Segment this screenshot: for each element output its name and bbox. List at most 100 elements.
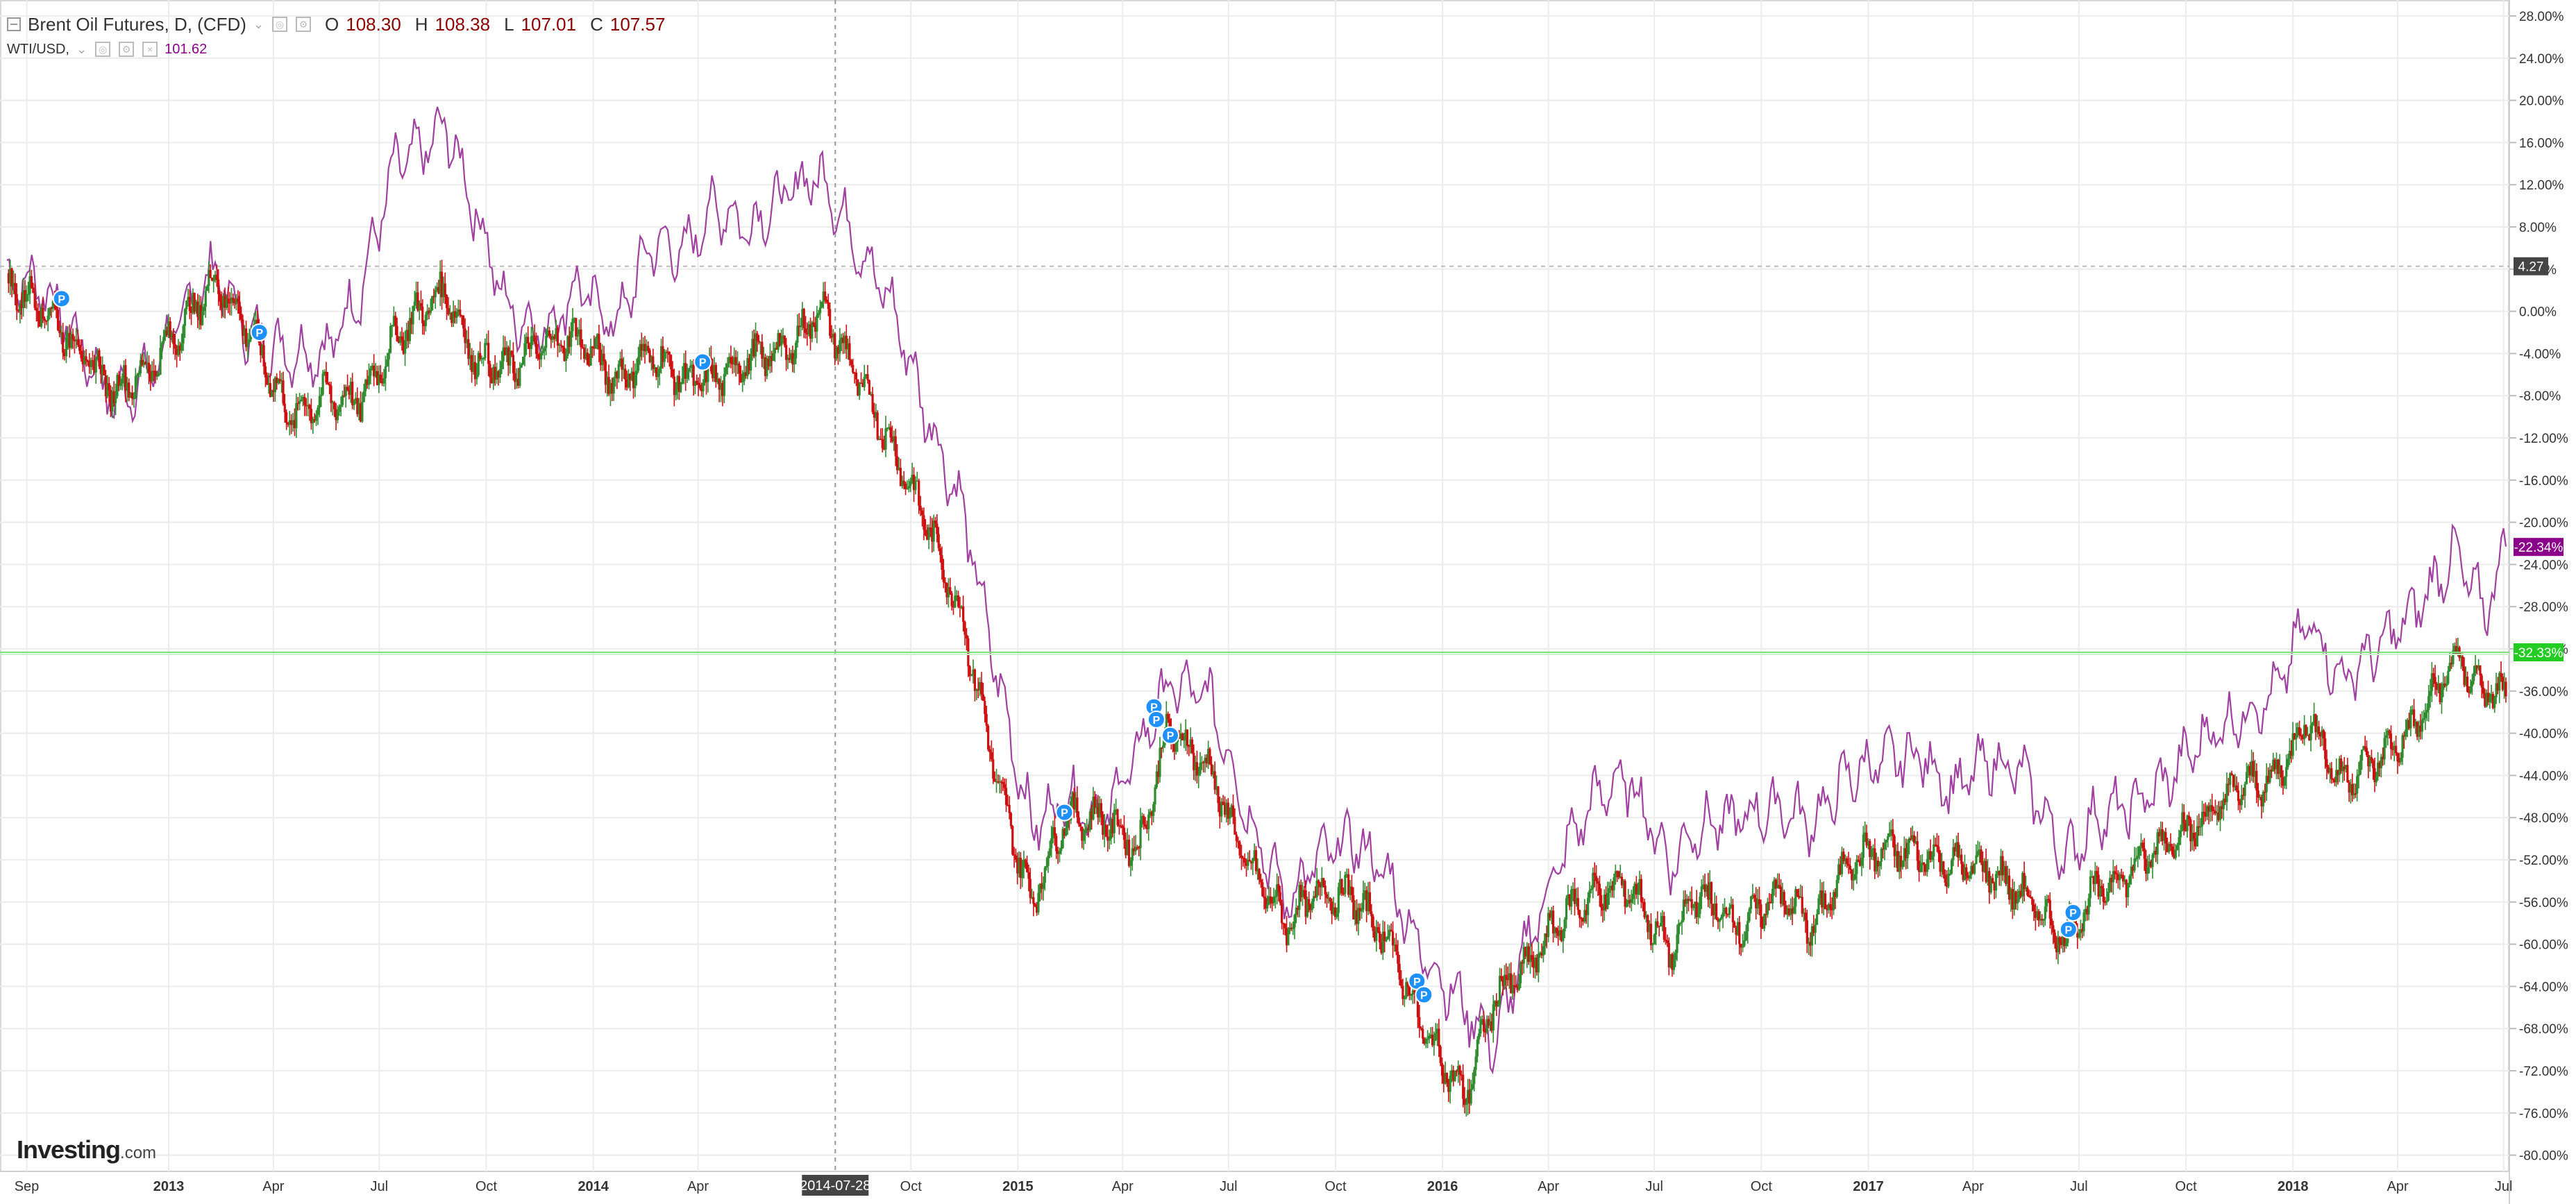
candle-body xyxy=(558,344,561,346)
candle-body xyxy=(165,330,169,335)
event-marker[interactable]: P xyxy=(2059,920,2078,939)
x-tick-label: Apr xyxy=(687,1179,709,1194)
candle-body xyxy=(1855,859,1858,874)
candle-body xyxy=(418,303,421,311)
candle-body xyxy=(629,373,632,380)
candle-body xyxy=(55,305,58,310)
candle-body xyxy=(1731,904,1734,923)
candle-body xyxy=(209,270,212,278)
candle-body xyxy=(1093,797,1096,808)
candle-body xyxy=(1097,806,1100,817)
chevron-down-icon[interactable]: ⌄ xyxy=(76,42,87,56)
candle-body xyxy=(237,298,239,302)
event-marker[interactable]: P xyxy=(52,289,71,308)
eye-icon[interactable]: ◎ xyxy=(272,17,288,32)
candle-body xyxy=(1304,890,1307,917)
chevron-down-icon[interactable]: ⌄ xyxy=(253,17,264,31)
candle-body xyxy=(790,353,793,360)
candle-body xyxy=(1200,762,1203,763)
candle-body xyxy=(313,419,316,421)
candle-body xyxy=(2028,894,2030,897)
candle-body xyxy=(2057,937,2060,953)
candle-body xyxy=(783,335,786,346)
price-badge-label: -22.34% xyxy=(2514,541,2564,555)
candle-body xyxy=(243,328,246,337)
candle-body xyxy=(22,290,25,309)
candle-body xyxy=(1129,860,1132,866)
candle-body xyxy=(2463,666,2466,686)
candle-body xyxy=(1960,854,1963,865)
main-series-title[interactable]: Brent Oil Futures, D, (CFD) xyxy=(28,14,246,35)
candle-body xyxy=(914,480,917,491)
candle-body xyxy=(2332,779,2334,780)
crosshair-value-label: 4.27 xyxy=(2518,260,2544,275)
candle-body xyxy=(2112,871,2114,883)
candle-body xyxy=(1429,1034,1432,1036)
candle-body xyxy=(986,725,990,749)
candle-body xyxy=(1921,863,1923,864)
candle-body xyxy=(2423,718,2425,720)
candle-body xyxy=(1209,749,1211,765)
candle-body xyxy=(2311,722,2314,726)
candle-body xyxy=(950,593,953,607)
candle-body xyxy=(2081,929,2084,932)
candle-body xyxy=(503,347,507,355)
event-marker[interactable]: P xyxy=(1147,710,1165,729)
candle-body xyxy=(2489,696,2491,702)
x-tick-label: Oct xyxy=(475,1179,498,1194)
candle-body xyxy=(1648,924,1651,933)
candle-body xyxy=(532,335,534,337)
candle-body xyxy=(180,343,183,351)
candle-body xyxy=(2484,693,2486,707)
candle-body xyxy=(2319,734,2322,737)
candle-body xyxy=(1063,829,1066,836)
candle-body xyxy=(603,353,605,362)
candle-body xyxy=(796,325,799,343)
candle-body xyxy=(2227,783,2230,786)
candle-body xyxy=(192,292,194,313)
settings-icon[interactable]: ⚙ xyxy=(296,17,312,32)
candle-body xyxy=(323,371,326,374)
event-marker[interactable]: P xyxy=(250,323,269,341)
candle-body xyxy=(78,345,81,351)
event-marker[interactable]: P xyxy=(2064,904,2082,922)
event-marker[interactable]: P xyxy=(1161,726,1179,745)
candle-body xyxy=(2037,911,2040,921)
candle-body xyxy=(121,378,124,384)
compare-series-title[interactable]: WTI/USD, xyxy=(7,42,69,57)
candle-body xyxy=(2272,759,2275,772)
candle-body xyxy=(1167,713,1170,720)
event-marker[interactable]: P xyxy=(1055,803,1074,822)
settings-icon[interactable]: ⚙ xyxy=(119,42,135,57)
candle-body xyxy=(137,373,140,375)
candle-body xyxy=(103,364,106,375)
candle-body xyxy=(2485,693,2488,707)
y-tick-label: -36.00% xyxy=(2519,685,2568,699)
candle-body xyxy=(801,309,804,326)
candle-body xyxy=(419,303,423,307)
candle-body xyxy=(2324,738,2327,759)
candle-body xyxy=(1703,884,1706,892)
candle-body xyxy=(1852,879,1855,881)
candle-body xyxy=(169,321,171,338)
candle-body xyxy=(1808,942,1810,944)
close-icon[interactable]: × xyxy=(142,42,158,57)
candle-body xyxy=(1126,840,1129,856)
eye-icon[interactable]: ◎ xyxy=(95,42,111,57)
event-marker[interactable]: P xyxy=(693,353,712,371)
candle-body xyxy=(401,336,403,340)
candle-body xyxy=(2232,775,2235,788)
candle-body xyxy=(1581,918,1585,922)
candle-body xyxy=(788,357,791,360)
candle-body xyxy=(371,365,373,368)
candle-body xyxy=(1971,865,1974,874)
candle-body xyxy=(341,395,344,405)
collapse-legend-icon[interactable] xyxy=(7,17,21,31)
candle-body xyxy=(1460,1074,1463,1076)
candle-body xyxy=(354,398,357,401)
candle-body xyxy=(811,322,814,339)
candle-body xyxy=(1393,944,1396,946)
event-marker[interactable]: P xyxy=(1415,985,1433,1004)
